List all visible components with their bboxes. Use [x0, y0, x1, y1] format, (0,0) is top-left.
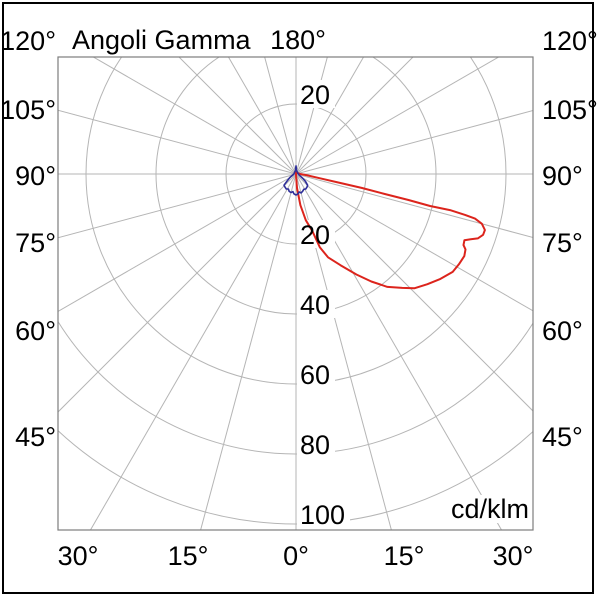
radial-tick-label: 100 — [300, 500, 345, 530]
grid-ray — [58, 173, 297, 239]
grid-ray — [295, 57, 414, 175]
grid-ray — [295, 173, 503, 530]
grid-ray — [178, 57, 297, 175]
gamma-label-bottom: 30° — [58, 541, 99, 571]
label-mask — [297, 360, 335, 388]
gamma-label-right: 60° — [542, 316, 583, 346]
label-mask — [297, 500, 350, 528]
grid-ray — [295, 173, 533, 239]
grid-ray — [58, 109, 297, 175]
grid-ray — [58, 173, 297, 413]
grid-ray — [295, 57, 328, 175]
intensity-curves — [283, 165, 486, 290]
gamma-label-left: 105° — [0, 95, 56, 125]
grid-ray — [295, 173, 392, 530]
grid-ray — [92, 57, 297, 175]
gamma-label-right: 120° — [542, 26, 598, 56]
gamma-label-left: 45° — [15, 422, 56, 452]
gamma-label-right: 45° — [542, 422, 583, 452]
radial-tick-label: 20 — [300, 220, 330, 250]
curve-c90-c270 — [283, 165, 309, 196]
radial-tick-label: 80 — [300, 430, 330, 460]
gamma-label-bottom: 30° — [493, 541, 534, 571]
gamma-label-right: 75° — [542, 228, 583, 258]
label-mask — [297, 430, 335, 458]
chart-title: Angoli Gamma — [72, 25, 252, 55]
gamma-label-left: 90° — [15, 161, 56, 191]
plot-border — [57, 56, 534, 531]
gamma-label-right: 105° — [542, 95, 598, 125]
grid-ray — [295, 109, 533, 175]
grid-ray — [295, 173, 533, 412]
grid-ray — [89, 173, 297, 530]
grid-ray — [227, 57, 297, 175]
grid-ray — [58, 173, 297, 312]
grid-ray — [200, 173, 297, 530]
gamma-label-180: 180° — [270, 25, 326, 55]
grid-ray — [264, 57, 297, 175]
curve-c0-c180 — [295, 169, 486, 290]
gamma-label-bottom: 0° — [283, 541, 309, 571]
label-mask — [441, 495, 531, 523]
grid-ray — [295, 57, 365, 175]
gamma-label-left: 60° — [15, 316, 56, 346]
grid-ray — [295, 57, 500, 175]
label-mask — [297, 80, 335, 108]
gamma-label-left: 75° — [15, 228, 56, 258]
gamma-label-bottom: 15° — [168, 541, 209, 571]
radial-tick-label: 20 — [300, 80, 330, 110]
radial-tick-label: 60 — [300, 360, 330, 390]
unit-label: cd/klm — [451, 494, 529, 524]
gamma-label-left: 120° — [0, 26, 56, 56]
label-mask — [297, 290, 335, 318]
outer-frame — [2, 2, 594, 594]
gamma-label-right: 90° — [542, 161, 583, 191]
grid-ray — [295, 173, 533, 312]
label-mask — [297, 220, 335, 248]
radial-tick-label: 40 — [300, 290, 330, 320]
gamma-label-bottom: 15° — [384, 541, 425, 571]
